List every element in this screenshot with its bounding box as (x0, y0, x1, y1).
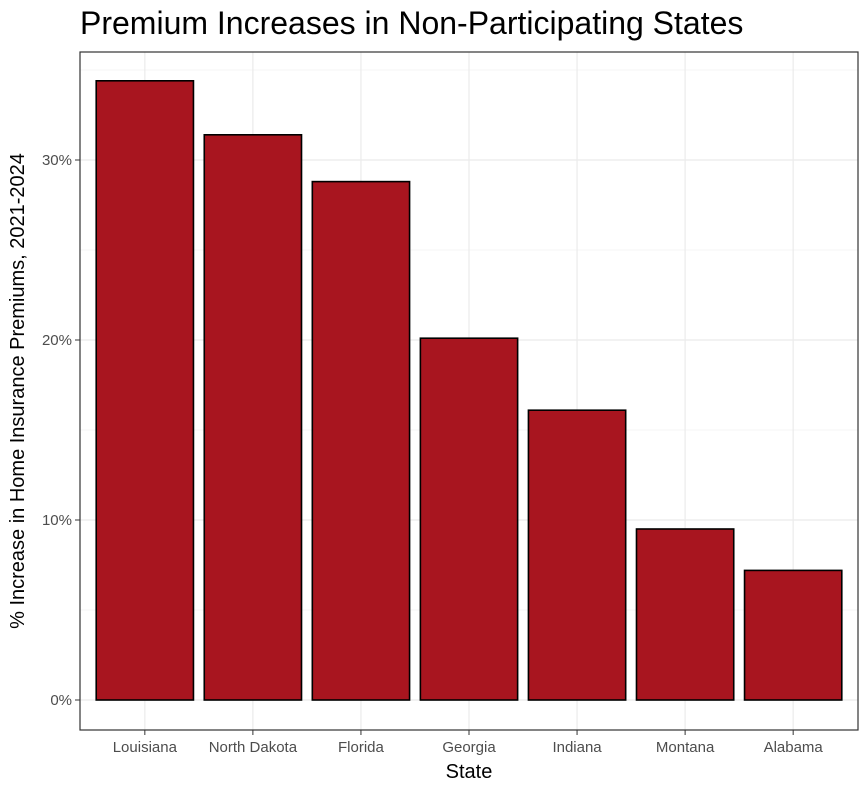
y-tick-label: 30% (42, 152, 72, 169)
x-tick-label: Louisiana (113, 739, 178, 756)
x-tick-label: Alabama (764, 739, 824, 756)
x-tick-label: Indiana (552, 739, 602, 756)
bar-montana (635, 528, 735, 701)
x-axis: Louisiana North Dakota Florida Georgia India… (113, 730, 824, 756)
bar-georgia (419, 337, 519, 701)
y-tick-label: 0% (50, 692, 72, 709)
y-axis: 0% 10% 20% 30% (42, 152, 80, 709)
y-tick-label: 10% (42, 512, 72, 529)
y-tick-label: 20% (42, 332, 72, 349)
bar-florida (311, 180, 411, 701)
bar-indiana (527, 409, 627, 701)
bars (95, 80, 843, 701)
y-axis-title: % Increase in Home Insurance Premiums, 2… (7, 153, 29, 629)
x-axis-title: State (446, 761, 493, 783)
bar-north-dakota (203, 134, 303, 701)
x-tick-label: Florida (338, 739, 385, 756)
bar-alabama (743, 569, 843, 701)
chart-title: Premium Increases in Non-Participating S… (80, 5, 743, 41)
x-tick-label: Montana (656, 739, 715, 756)
bar-louisiana (95, 80, 195, 701)
x-tick-label: North Dakota (209, 739, 298, 756)
x-tick-label: Georgia (442, 739, 496, 756)
